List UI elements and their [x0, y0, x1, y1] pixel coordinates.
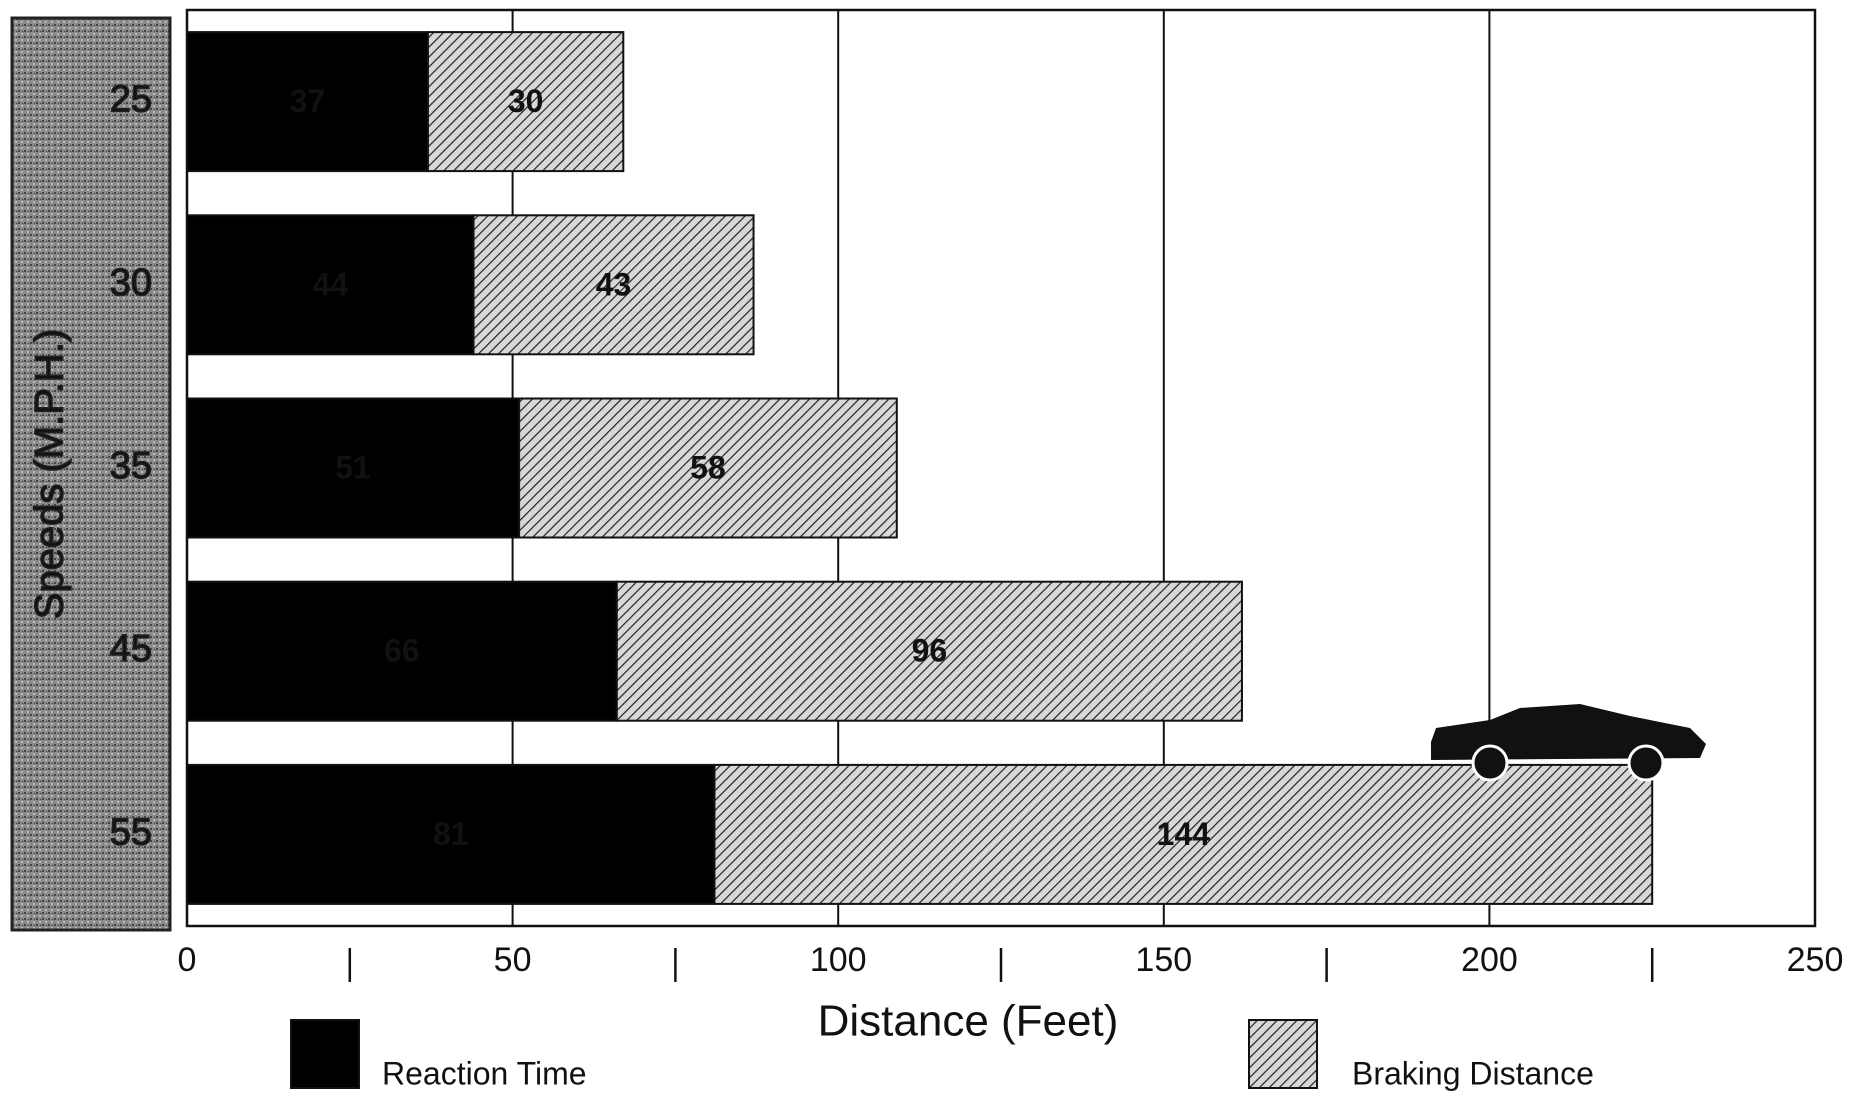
chart: Speeds (M.P.H.) Distance (Feet) 37 30 44 43…	[0, 0, 1858, 1094]
value-label: 30	[508, 83, 544, 119]
value-label: 66	[384, 633, 420, 669]
legend-swatch	[291, 1020, 359, 1088]
x-tick-label: 200	[1461, 941, 1518, 979]
value-label: 81	[433, 816, 469, 852]
y-tick-label: 45	[110, 628, 152, 670]
x-tick-label: 50	[494, 941, 532, 979]
legend-swatch	[1249, 1020, 1317, 1088]
value-label: 44	[312, 266, 348, 302]
y-tick-label: 25	[110, 79, 152, 121]
y-axis-title: Speeds (M.P.H.)	[28, 329, 72, 620]
y-tick-label: 55	[110, 811, 152, 853]
value-label: 58	[690, 449, 726, 485]
x-tick-label: 250	[1787, 941, 1844, 979]
value-label: 37	[290, 83, 326, 119]
x-tick-label: 150	[1135, 941, 1192, 979]
x-tick-label: 100	[810, 941, 867, 979]
legend-label: Braking Distance	[1352, 1055, 1594, 1091]
y-tick-label: 35	[110, 445, 152, 487]
x-tick-label: 0	[178, 941, 197, 979]
y-tick-label: 30	[110, 262, 152, 304]
legend-label: Reaction Time	[382, 1055, 587, 1091]
value-label: 43	[596, 266, 632, 302]
x-axis-title: Distance (Feet)	[818, 997, 1119, 1046]
value-label: 51	[335, 449, 371, 485]
value-label: 144	[1157, 816, 1211, 852]
value-label: 96	[912, 633, 948, 669]
